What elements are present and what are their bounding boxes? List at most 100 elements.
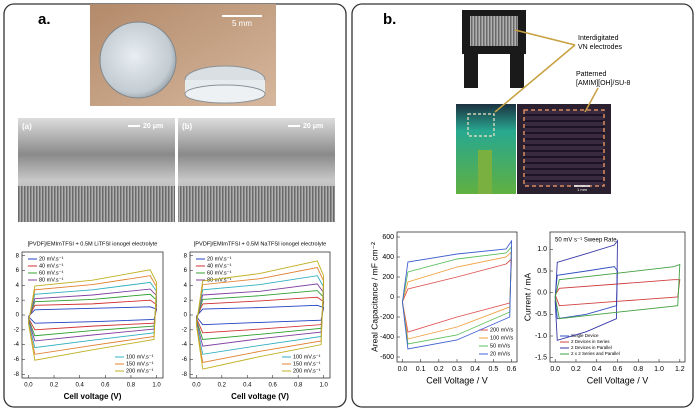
legend-label: 200 mV.s⁻¹ [293, 368, 321, 374]
x-tick-label: 0.4 [470, 366, 480, 373]
legend-label: 100 mV.s⁻¹ [126, 354, 154, 360]
y-tick-label: -600 [380, 354, 394, 361]
cv-loop [554, 263, 681, 320]
sem-images: (a) (b) 20 μm 20 μm [18, 118, 335, 222]
x-tick-label: 1.0 [654, 366, 664, 373]
callout: Patterned [AMIM][OH]/SU-8 [576, 71, 631, 87]
legend-label: 100 mV.s⁻¹ [293, 354, 321, 360]
cv-loop [554, 279, 681, 307]
x-tick-label: 1.0 [152, 383, 161, 389]
y-tick-label: 2 [16, 298, 20, 304]
cv-loop [196, 304, 325, 326]
x-tick-label: 0.5 [488, 366, 498, 373]
x-tick-label: 0.0 [24, 383, 33, 389]
y-tick-label: -4 [14, 342, 20, 348]
x-tick-label: 0.4 [592, 366, 602, 373]
x-axis-label: Cell Voltage / V [426, 375, 488, 385]
legend-label: 40 mV.s⁻¹ [39, 263, 64, 269]
y-tick-label: 0 [184, 313, 188, 319]
x-tick-label: 0.6 [269, 383, 278, 389]
y-tick-label: 0.5 [537, 268, 547, 275]
legend-label: 2 x 2 Series and Parallel [571, 351, 620, 356]
x-tick-label: 0.8 [294, 383, 303, 389]
y-tick-label: -6 [14, 357, 20, 363]
y-tick-label: -4 [182, 342, 188, 348]
scale-label: 5 mm [232, 19, 252, 28]
y-tick-label: 4 [184, 283, 188, 289]
x-tick-label: 0.6 [507, 366, 517, 373]
x-tick-label: 0.0 [192, 383, 201, 389]
y-tick-label: 0 [390, 294, 394, 301]
x-tick-label: 0.6 [613, 366, 623, 373]
x-tick-label: 1.2 [675, 366, 685, 373]
y-tick-label: 0 [16, 313, 20, 319]
y-tick-label: 400 [382, 254, 394, 261]
x-tick-label: 0.2 [434, 366, 444, 373]
legend-label: 60 mV.s⁻¹ [39, 270, 64, 276]
x-tick-label: 0.3 [452, 366, 462, 373]
cv-loop [195, 260, 325, 370]
x-tick-label: 0.4 [76, 383, 85, 389]
x-axis-label: Cell voltage (V) [64, 392, 122, 401]
y-tick-label: 8 [16, 253, 20, 259]
y-tick-label: 0.0 [537, 290, 547, 297]
legend-label: 2 Devices in Parallel [571, 345, 612, 350]
y-tick-label: 1.0 [537, 246, 547, 253]
legend-label: 60 mV.s⁻¹ [207, 270, 232, 276]
legend-label: 50 mV/s [490, 343, 510, 349]
charts: [PVDF]/EMImTFSI + 0.5M LiTFSI ionogel el… [14, 231, 686, 401]
legend-label: 150 mV.s⁻¹ [126, 361, 154, 367]
x-tick-label: 0.8 [633, 366, 643, 373]
callout: Interdigitated VN electrodes [578, 35, 622, 51]
y-tick-label: -1.5 [535, 355, 547, 362]
x-tick-label: 0.2 [50, 383, 59, 389]
x-tick-label: 0.0 [398, 366, 408, 373]
x-tick-label: 1.0 [319, 383, 328, 389]
sem-label: (b) [182, 122, 193, 131]
x-tick-label: 0.8 [127, 383, 136, 389]
x-tick-label: 0.6 [101, 383, 110, 389]
plot-frame [189, 251, 331, 379]
y-tick-label: 8 [184, 253, 188, 259]
legend-label: 20 mV.s⁻¹ [39, 256, 64, 262]
scale-label: 20 μm [143, 123, 163, 130]
legend-label: 20 mV/s [490, 351, 510, 357]
legend-label: 80 mV.s⁻¹ [39, 277, 64, 283]
legend-label: 100 mV/s [490, 335, 513, 341]
legend-label: Single Device [571, 333, 599, 338]
y-tick-label: 600 [382, 234, 394, 241]
y-tick-label: -6 [182, 357, 188, 363]
plot-frame [21, 251, 164, 379]
y-tick-label: -8 [182, 372, 188, 378]
y-tick-label: -400 [380, 334, 394, 341]
y-tick-label: -2 [14, 327, 20, 333]
legend-label: 80 mV.s⁻¹ [207, 277, 232, 283]
y-axis-label: Current / mA [522, 273, 532, 322]
cv-loop [554, 239, 618, 341]
y-tick-label: -0.5 [535, 311, 547, 318]
y-tick-label: 6 [184, 268, 188, 274]
y-tick-label: 2 [184, 298, 188, 304]
y-tick-label: 6 [16, 268, 20, 274]
y-axis-label: Areal Capacitance / mF cm⁻² [369, 242, 379, 352]
device-images: 1 mm Interdigitated VN electrodes Pattern… [456, 6, 631, 194]
y-tick-label: -8 [14, 372, 20, 378]
panel-label: a. [38, 11, 51, 28]
chart-title: [PVDF]/EMImTFSI + 0.5M NaTFSI ionogel el… [194, 241, 327, 247]
x-tick-label: 0.1 [416, 366, 426, 373]
x-tick-label: 0.2 [571, 366, 581, 373]
annotation: 50 mV s⁻¹ Sweep Rate [555, 238, 617, 244]
x-tick-label: 0.0 [550, 366, 560, 373]
y-tick-label: -2 [182, 327, 188, 333]
legend-label: 40 mV.s⁻¹ [207, 263, 232, 269]
y-tick-label: 200 [382, 274, 394, 281]
legend-label: 2 Devices in Series [571, 339, 610, 344]
sem-label: (a) [22, 122, 32, 131]
scale-label: 1 mm [577, 187, 588, 192]
legend-label: 200 mV.s⁻¹ [126, 368, 154, 374]
cv-loop [402, 239, 513, 350]
scale-label: 20 μm [303, 123, 323, 130]
legend-label: 200 mV/s [490, 327, 513, 333]
x-axis-label: Cell voltage (V) [231, 392, 289, 401]
